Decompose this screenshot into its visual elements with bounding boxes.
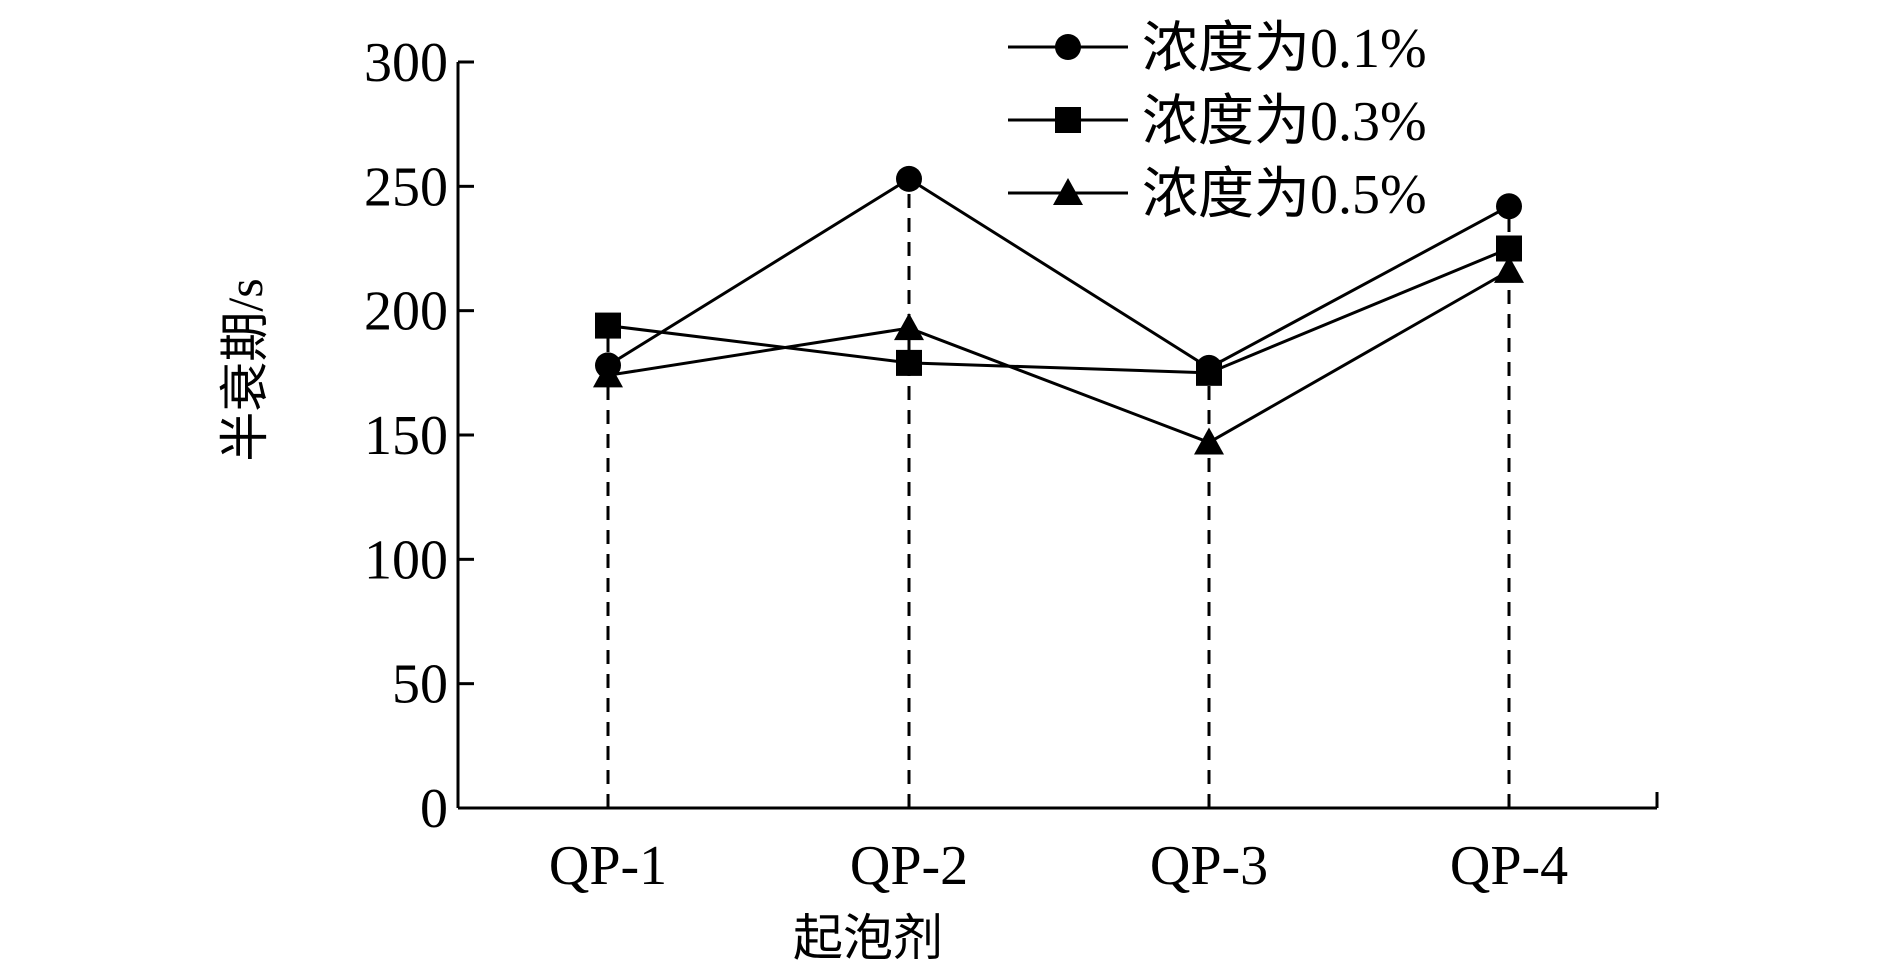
triangle-marker xyxy=(894,313,924,341)
square-marker xyxy=(595,312,621,339)
legend-item-1: 浓度为0.1% xyxy=(1008,18,1427,80)
legend-item-2: 浓度为0.3% xyxy=(1008,91,1427,153)
legend-label: 浓度为0.1% xyxy=(1142,18,1427,80)
circle-marker xyxy=(1055,34,1081,60)
x-tick-label: QP-1 xyxy=(549,835,667,897)
y-tick-label: 0 xyxy=(420,778,448,840)
legend-item-3: 浓度为0.5% xyxy=(1008,164,1427,226)
y-tick-label: 250 xyxy=(364,156,448,218)
square-marker xyxy=(1055,107,1081,133)
series-line xyxy=(607,177,1510,370)
y-tick-label: 100 xyxy=(364,529,448,591)
x-tick-label: QP-4 xyxy=(1450,835,1568,897)
axes xyxy=(456,60,1659,810)
legend-label: 浓度为0.5% xyxy=(1142,164,1427,226)
x-axis-title: 起泡剂 xyxy=(793,910,943,966)
series-group xyxy=(593,165,1524,455)
series-line xyxy=(607,269,1510,445)
series-line xyxy=(607,247,1510,375)
legend-label: 浓度为0.3% xyxy=(1142,91,1427,153)
y-tick-label: 50 xyxy=(392,654,448,716)
circle-marker xyxy=(1496,193,1522,220)
x-tick-label: QP-3 xyxy=(1150,835,1268,897)
y-tick-label: 300 xyxy=(364,32,448,94)
circle-marker xyxy=(896,165,922,192)
triangle-marker xyxy=(593,360,623,388)
triangle-marker xyxy=(1194,427,1224,455)
triangle-marker xyxy=(1494,255,1524,283)
y-tick-label: 150 xyxy=(364,405,448,467)
x-tick-label: QP-2 xyxy=(850,835,968,897)
y-tick-label: 200 xyxy=(364,281,448,343)
square-marker xyxy=(1196,359,1222,386)
tick-labels: 0 50 100 150 200 250 300 QP-1 QP-2 QP-3 QP-4 xyxy=(364,32,1568,897)
triangle-marker xyxy=(1053,178,1083,205)
series-3 xyxy=(593,255,1524,455)
y-axis-title: 半衰期/s xyxy=(217,278,273,461)
series-2 xyxy=(595,235,1522,386)
legend: 浓度为0.1% 浓度为0.3% 浓度为0.5% xyxy=(1008,18,1427,226)
square-marker xyxy=(896,349,922,376)
